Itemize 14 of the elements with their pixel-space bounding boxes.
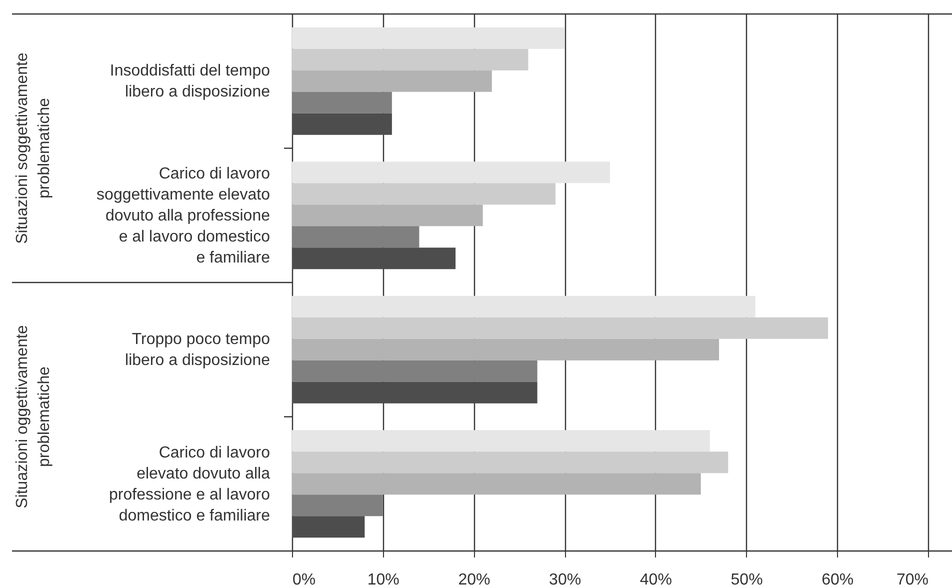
x-tick-label: 50%	[730, 572, 763, 588]
y-tick-label: Carico di lavoro soggettivamente elevato dovuto alla professione e al lavoro domestico e familiare	[96, 165, 270, 266]
x-tick-label: 10%	[367, 572, 400, 588]
x-tick-label: 70%	[896, 572, 928, 588]
x-tick-label: 20%	[458, 572, 490, 588]
y-tick-label: Troppo poco tempo libero a disposizione	[125, 331, 270, 370]
x-tick-label: 60%	[822, 572, 854, 588]
x-tick-label: 0%	[292, 572, 316, 588]
text: Situazioni soggettivamente problematiche	[14, 52, 53, 244]
x-tick-label: 40%	[640, 572, 672, 588]
text: Situazioni oggettivamente problematiche	[14, 325, 53, 508]
y-tick-label: Carico di lavoro elevato dovuto alla professione e al lavoro domestico e familiare	[109, 444, 270, 524]
y-tick-label: Insoddisfatti del tempo libero a disposizione	[110, 62, 270, 101]
x-tick-label: 30%	[549, 572, 582, 588]
